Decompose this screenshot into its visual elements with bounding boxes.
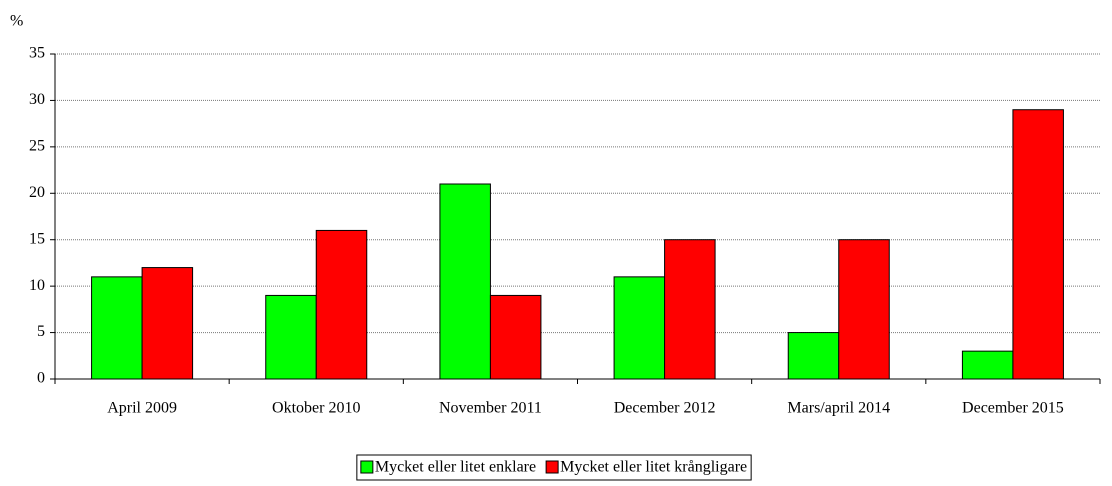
bar bbox=[664, 239, 716, 380]
y-tick-label: 10 bbox=[29, 277, 45, 294]
bar bbox=[787, 332, 840, 380]
x-tick-label: Mars/april 2014 bbox=[787, 400, 890, 417]
bar bbox=[961, 350, 1014, 380]
x-tick-label: December 2015 bbox=[962, 400, 1064, 417]
y-axis-label: % bbox=[10, 13, 23, 30]
y-tick-label: 35 bbox=[29, 45, 45, 62]
x-tick-label: April 2009 bbox=[107, 400, 177, 417]
y-tick-label: 30 bbox=[29, 91, 45, 108]
y-tick-label: 0 bbox=[37, 370, 45, 387]
legend-swatch bbox=[360, 460, 374, 474]
legend-label: Mycket eller litet enklare bbox=[375, 459, 536, 476]
bar bbox=[141, 267, 194, 380]
y-tick-label: 15 bbox=[29, 230, 45, 247]
y-tick-label: 5 bbox=[37, 323, 45, 340]
legend-swatch bbox=[545, 460, 559, 474]
legend: Mycket eller litet enklare Mycket eller l… bbox=[356, 454, 752, 481]
x-tick-label: Oktober 2010 bbox=[272, 400, 360, 417]
bar bbox=[1012, 109, 1064, 380]
bar bbox=[838, 239, 890, 380]
x-tick-label: November 2011 bbox=[439, 400, 542, 417]
bar bbox=[265, 294, 317, 380]
y-tick-label: 20 bbox=[29, 184, 45, 201]
bar bbox=[613, 276, 666, 380]
y-tick-label: 25 bbox=[29, 138, 45, 155]
bar bbox=[315, 229, 368, 380]
bar bbox=[489, 294, 542, 380]
bar bbox=[91, 276, 143, 380]
bar bbox=[439, 183, 491, 380]
legend-label: Mycket eller litet krångligare bbox=[560, 459, 747, 476]
x-tick-label: December 2012 bbox=[614, 400, 716, 417]
